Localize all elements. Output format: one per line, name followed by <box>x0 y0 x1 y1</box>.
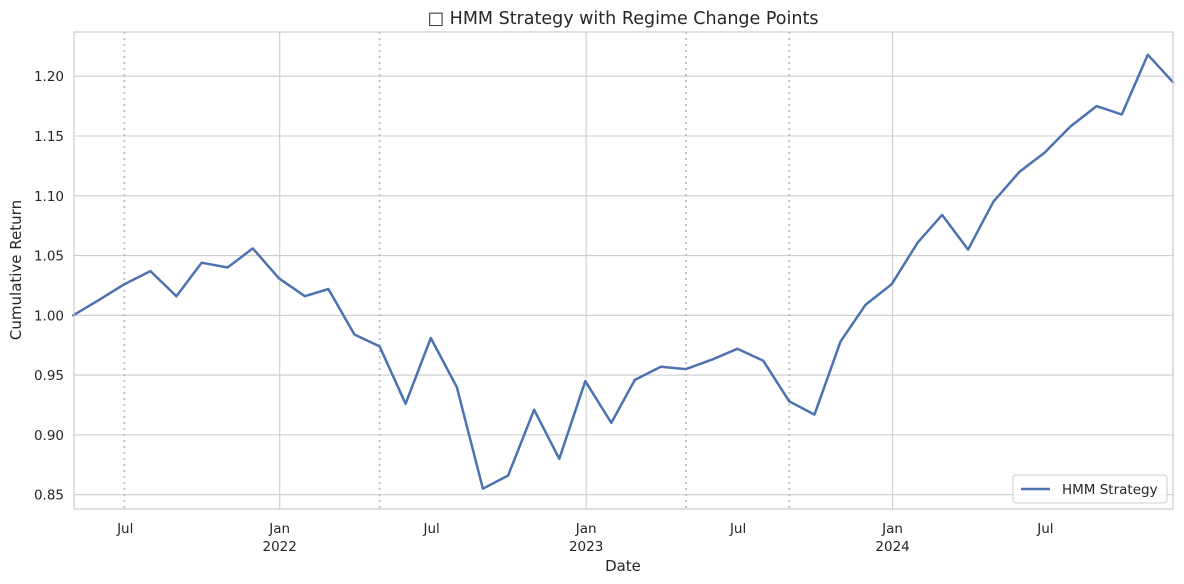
y-tick-label: 1.05 <box>34 249 64 265</box>
legend-box <box>1012 474 1168 504</box>
y-tick-label: 1.00 <box>34 308 64 324</box>
y-tick-label: 0.90 <box>34 428 64 444</box>
x-tick-label: Jan <box>268 521 290 537</box>
y-tick-label: 0.95 <box>34 368 64 384</box>
x-tick-year-label: 2023 <box>569 539 603 555</box>
y-tick-label: 1.10 <box>34 189 64 205</box>
chart-title: □ HMM Strategy with Regime Change Points <box>428 9 819 29</box>
x-tick-label: Jul <box>729 521 746 537</box>
x-tick-label: Jul <box>116 521 133 537</box>
y-tick-label: 1.15 <box>34 129 64 145</box>
series-layer <box>71 53 1175 490</box>
y-axis-label: Cumulative Return <box>7 200 25 340</box>
series-line-hmm-strategy <box>71 53 1175 490</box>
grid <box>74 32 1173 509</box>
x-ticks: Jul Jan 2022 Jul Jan 2023 Jul Jan 2024 Jul <box>116 521 1053 555</box>
x-axis-label: Date <box>605 557 641 575</box>
x-tick-year-label: 2022 <box>263 539 297 555</box>
x-tick-label: Jan <box>881 521 903 537</box>
x-tick-label: Jul <box>423 521 440 537</box>
legend: HMM Strategy <box>1012 474 1168 504</box>
regime-change-lines <box>123 32 791 509</box>
legend-label-hmm-strategy: HMM Strategy <box>1062 482 1158 498</box>
y-tick-label: 0.85 <box>34 488 64 504</box>
y-tick-label: 1.20 <box>34 69 64 85</box>
y-ticks: 0.85 0.90 0.95 1.00 1.05 1.10 1.15 1.20 <box>34 69 64 503</box>
plot-frame <box>73 31 1174 510</box>
x-tick-label: Jan <box>575 521 597 537</box>
x-tick-year-label: 2024 <box>875 539 909 555</box>
x-tick-label: Jul <box>1036 521 1053 537</box>
